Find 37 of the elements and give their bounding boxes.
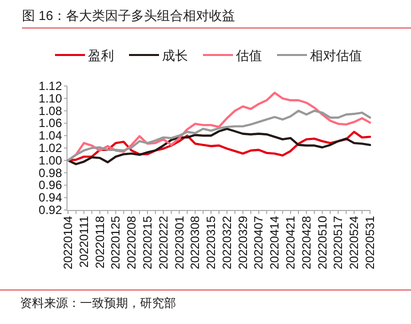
x-tick-label: 20220215 (140, 216, 154, 270)
x-tick-label: 20220428 (299, 216, 314, 270)
x-tick-label: 20220118 (92, 216, 107, 268)
x-tick-label: 20220111 (76, 216, 91, 268)
legend-label: 估值 (235, 48, 262, 63)
y-tick-label: 1.08 (38, 104, 62, 118)
y-tick-label: 1.02 (38, 141, 62, 155)
y-tick-label: 1.00 (38, 153, 62, 168)
x-tick-label: 20220329 (236, 216, 250, 270)
y-tick-label: 0.94 (38, 190, 62, 205)
x-tick-label: 20220322 (220, 216, 234, 270)
text: 资料来源：一致预期，研究部 (20, 296, 176, 310)
legend-label: 盈利 (88, 48, 114, 63)
x-tick-label: 20220414 (268, 216, 282, 270)
y-tick-label: 1.04 (38, 128, 62, 143)
x-tick-label: 20220510 (315, 216, 330, 270)
y-tick-label: 1.06 (38, 116, 62, 130)
x-tick-label: 20220222 (156, 216, 170, 270)
x-tick-label: 20220524 (347, 216, 362, 270)
y-tick-label: 0.96 (38, 178, 62, 192)
x-tick-label: 20220315 (204, 216, 218, 270)
x-tick-label: 20220104 (61, 216, 75, 270)
legend-label: 成长 (162, 48, 188, 63)
x-tick-label: 20220407 (252, 216, 266, 270)
x-tick-label: 20220125 (108, 216, 123, 270)
x-tick-label: 20220301 (172, 216, 186, 270)
y-tick-label: 0.92 (38, 203, 62, 217)
x-tick-label: 20220531 (363, 216, 377, 270)
x-tick-label: 20220208 (124, 216, 139, 270)
y-tick-label: 1.12 (38, 79, 62, 93)
x-tick-label: 20220517 (331, 216, 346, 270)
x-tick-label: 20220308 (188, 216, 202, 270)
y-tick-label: 1.10 (38, 91, 62, 106)
legend-label: 相对估值 (310, 48, 362, 63)
chart-title: 图 16：各大类因子多头组合相对收益 (22, 8, 236, 23)
x-tick-label: 20220421 (284, 216, 298, 270)
y-tick-label: 0.98 (38, 166, 62, 180)
